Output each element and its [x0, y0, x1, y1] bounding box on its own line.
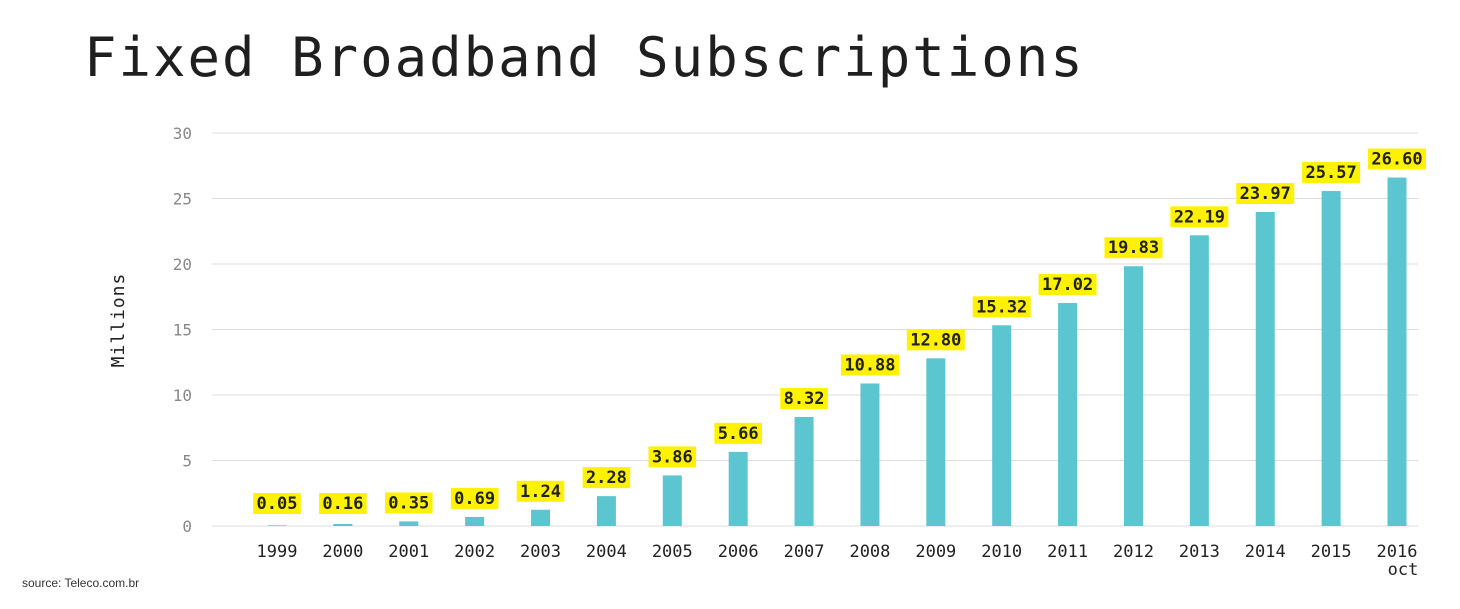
bar — [399, 521, 419, 526]
data-label-background — [253, 493, 301, 514]
data-label: 15.32 — [976, 297, 1027, 317]
data-label-background — [516, 480, 565, 502]
data-label: 2.28 — [586, 468, 627, 488]
y-tick-label: 20 — [173, 255, 192, 274]
bar — [531, 509, 551, 526]
data-label: 0.35 — [388, 493, 429, 513]
bar — [267, 525, 287, 526]
x-tick-label: 2004 — [586, 542, 627, 562]
data-label: 26.60 — [1371, 150, 1422, 170]
data-label-background — [648, 446, 697, 468]
data-label: 0.69 — [454, 489, 495, 509]
x-tick-label: 2001 — [388, 542, 429, 562]
x-tick-label: 2005 — [652, 542, 693, 562]
y-tick-label: 10 — [173, 386, 192, 405]
bar — [333, 523, 353, 526]
bar — [1123, 266, 1143, 526]
bar — [992, 325, 1012, 526]
data-label-background — [450, 487, 499, 509]
y-tick-label: 30 — [173, 124, 192, 143]
bar — [1387, 177, 1407, 527]
bar — [1058, 303, 1078, 526]
data-label: 25.57 — [1306, 163, 1357, 183]
bars-layer — [267, 177, 1407, 527]
data-label: 17.02 — [1042, 275, 1093, 295]
bar — [1189, 235, 1209, 526]
x-tick-label: 2006 — [718, 542, 759, 562]
x-tick-label: 2014 — [1245, 542, 1286, 562]
bar — [860, 383, 880, 526]
data-labels-layer: 0.05 0.16 0.35 0.69 1.24 2.28 3.86 5.66 8.32 10.8… — [253, 148, 1426, 514]
x-tick-label: 2009 — [915, 542, 956, 562]
data-label: 19.83 — [1108, 238, 1159, 258]
data-label-background — [840, 354, 899, 376]
data-label-background — [906, 329, 965, 351]
data-label-background — [1368, 148, 1426, 170]
y-axis-ticks: 0 5 10 15 20 25 30 — [173, 124, 192, 536]
x-tick-label: 2007 — [784, 542, 825, 562]
y-tick-label: 15 — [173, 321, 192, 340]
data-label-background — [1038, 274, 1097, 296]
x-tick-label: 2013 — [1179, 542, 1220, 562]
data-label-background — [972, 296, 1031, 318]
data-label: 3.86 — [652, 447, 693, 467]
data-label: 0.16 — [322, 494, 363, 514]
y-tick-label: 5 — [182, 452, 192, 471]
bar — [728, 451, 748, 526]
data-label-background — [582, 467, 631, 489]
data-label: 5.66 — [718, 424, 759, 444]
data-label: 0.05 — [257, 494, 298, 514]
y-axis-label: Millions — [108, 273, 129, 368]
data-label-background — [319, 493, 367, 514]
source-note: source: Teleco.com.br — [22, 576, 140, 590]
x-tick-label: 2015 — [1311, 542, 1352, 562]
x-tick-label: 2012 — [1113, 542, 1154, 562]
data-label-background — [1236, 182, 1295, 204]
y-tick-label: 0 — [182, 517, 192, 536]
data-label: 22.19 — [1174, 207, 1225, 227]
data-label: 12.80 — [910, 330, 961, 350]
data-label-background — [714, 422, 762, 444]
data-label: 1.24 — [520, 482, 561, 502]
data-label-background — [780, 388, 828, 410]
data-label: 10.88 — [844, 355, 895, 375]
x-tick-label: 2016 — [1377, 542, 1418, 562]
bar — [596, 496, 616, 526]
x-tick-label: 1999 — [257, 542, 298, 562]
x-tick-label: 2000 — [322, 542, 363, 562]
data-label-background — [384, 492, 433, 514]
bar — [794, 417, 814, 526]
x-tick-label: 2008 — [849, 542, 890, 562]
x-tick-label: 2003 — [520, 542, 561, 562]
bar — [465, 516, 485, 526]
data-label-background — [1170, 206, 1229, 228]
bar — [1321, 191, 1341, 526]
y-tick-label: 25 — [173, 190, 192, 209]
x-tick-sublabel: oct — [1388, 560, 1419, 580]
data-label-background — [1302, 162, 1361, 184]
x-axis-ticks: 1999 2000 2001 2002 2003 2004 2005 2006 2007 2008… — [257, 542, 1419, 580]
chart-title: Fixed Broadband Subscriptions — [84, 26, 1085, 89]
x-tick-label: 2011 — [1047, 542, 1088, 562]
x-tick-label: 2010 — [981, 542, 1022, 562]
data-label: 23.97 — [1240, 184, 1291, 204]
bar — [926, 358, 946, 526]
bar — [662, 475, 682, 526]
data-label-background — [1104, 237, 1163, 259]
data-label: 8.32 — [784, 389, 825, 409]
x-tick-label: 2002 — [454, 542, 495, 562]
bar — [1255, 211, 1275, 527]
